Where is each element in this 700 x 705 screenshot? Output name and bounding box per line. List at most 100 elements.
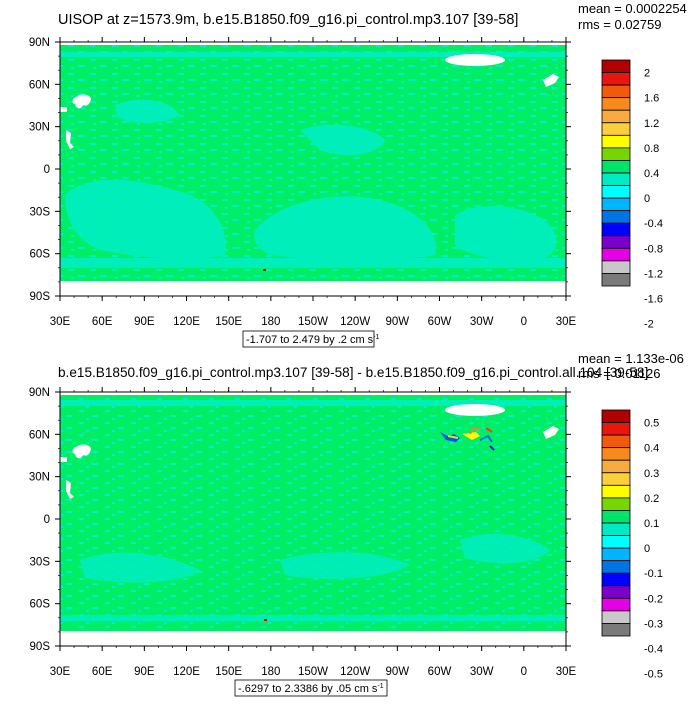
red-speck xyxy=(263,269,266,271)
land-holes xyxy=(59,404,566,646)
colorbar-label: -0.3 xyxy=(644,618,663,630)
colorbar-label: -1.2 xyxy=(644,268,663,280)
lat-tick-label: 60S xyxy=(30,249,51,261)
colorbar-swatch xyxy=(601,147,631,161)
colorbar-swatch xyxy=(601,160,631,174)
colorbar-label: 2 xyxy=(644,68,650,80)
lat-tick-label: 30N xyxy=(29,122,50,134)
colorbar-swatch xyxy=(601,109,631,124)
colorbar-swatch xyxy=(601,623,631,637)
lat-tick-label: 0 xyxy=(44,514,50,526)
range-box-frame xyxy=(242,330,375,348)
colorbar-swatch xyxy=(601,585,631,599)
lon-tick-label: 120W xyxy=(340,316,370,328)
map-plot xyxy=(59,391,567,647)
lon-tick-label: 30W xyxy=(470,316,494,328)
map-field xyxy=(60,395,566,631)
colorbar-label: 0.3 xyxy=(644,468,659,480)
colorbar-swatch xyxy=(601,197,631,212)
mean-label: mean = 1.133e-06 xyxy=(578,351,684,366)
lon-tick-label: 60E xyxy=(92,316,113,328)
colorbar-label: -1.6 xyxy=(644,294,663,306)
lon-tick-label: 60W xyxy=(428,316,452,328)
rms-label: rms = 0.02759 xyxy=(578,17,661,32)
colorbar-label: -0.5 xyxy=(644,669,663,681)
lon-tick-label: 120W xyxy=(340,666,370,678)
colorbar-swatch xyxy=(601,597,631,612)
colorbar-swatch xyxy=(601,134,631,149)
lat-tick-label: 30N xyxy=(29,472,50,484)
lon-tick-label: 0 xyxy=(521,666,527,678)
colorbar-label: -2 xyxy=(644,319,654,331)
colorbar-label: 0.2 xyxy=(644,493,659,505)
lat-tick-label: 90N xyxy=(29,37,50,49)
lon-tick-label: 90E xyxy=(134,666,155,678)
colorbar-swatch xyxy=(601,59,631,73)
colorbar-swatch xyxy=(601,273,631,287)
colorbar-swatch xyxy=(601,422,631,436)
colorbar-swatch xyxy=(601,497,631,511)
colorbar-label: -0.2 xyxy=(644,593,663,605)
colorbar: 0.5 0.4 0.3 0.2 0.1 0 -0.1 -0.2 -0.3 -0.4 -0.5 xyxy=(601,409,663,681)
lon-tick-label: 90E xyxy=(134,316,155,328)
colorbar-swatch xyxy=(601,409,631,423)
colorbar-swatch xyxy=(601,535,631,549)
field-patches xyxy=(60,400,566,621)
lat-tick-label: 30S xyxy=(30,206,51,218)
lat-tick-label: 0 xyxy=(44,164,50,176)
lon-tick-label: 150W xyxy=(298,316,328,328)
colorbar-swatch xyxy=(601,247,631,262)
colorbar-swatch xyxy=(601,510,631,524)
colorbar-swatch xyxy=(601,97,631,111)
colorbar-label: -0.4 xyxy=(644,644,663,656)
colorbar-swatch xyxy=(601,547,631,562)
lon-tick-label: 30E xyxy=(50,666,71,678)
colorbar-label: 0.4 xyxy=(644,443,659,455)
colorbar-swatch xyxy=(601,459,631,474)
colorbar-label: -0.1 xyxy=(644,568,663,580)
anomaly-specks xyxy=(264,426,495,621)
colorbar-label: 0.5 xyxy=(644,418,659,430)
land-holes xyxy=(59,54,566,296)
lat-tick-label: 90S xyxy=(30,291,51,303)
colorbar-label: 0.1 xyxy=(644,518,659,530)
axis-ticks: 90N 60N 30N 0 30S 60S 90S 30E 60E 90E 120E 150E 180 1… xyxy=(29,37,577,328)
lon-tick-label: 150E xyxy=(215,316,242,328)
lat-tick-label: 60S xyxy=(30,599,51,611)
colorbar-swatch xyxy=(601,72,631,86)
lon-tick-label: 90W xyxy=(386,316,410,328)
panel-top: UISOP at z=1573.9m, b.e15.B1850.f09_g16.… xyxy=(29,1,687,348)
lat-tick-label: 60N xyxy=(29,79,50,91)
panel-title: UISOP at z=1573.9m, b.e15.B1850.f09_g16.… xyxy=(58,12,518,28)
lon-tick-label: 180 xyxy=(261,666,280,678)
lon-tick-label: 120E xyxy=(173,666,200,678)
colorbar-swatch xyxy=(601,172,631,186)
lon-tick-label: 30E xyxy=(50,316,71,328)
axis-ticks: 90N 60N 30N 0 30S 60S 90S 30E 60E 90E 120E 150E 180 1… xyxy=(29,387,577,678)
lat-tick-label: 90N xyxy=(29,387,50,399)
colorbar-swatch xyxy=(601,84,631,99)
mean-label: mean = 0.0002254 xyxy=(578,1,687,16)
colorbar: 2 1.6 1.2 0.8 0.4 0 -0.4 -0.8 -1.2 -1.6 -2 xyxy=(601,59,663,331)
range-box-frame xyxy=(234,679,388,697)
colorbar-swatch xyxy=(601,610,631,624)
colorbar-swatch xyxy=(601,210,631,224)
rms-label: rms = 0.01126 xyxy=(578,366,661,381)
panel-bottom: b.e15.B1850.f09_g16.pi_control.mp3.107 [… xyxy=(29,351,684,697)
panel-title: b.e15.B1850.f09_g16.pi_control.mp3.107 [… xyxy=(58,365,648,380)
lat-tick-label: 90S xyxy=(30,641,51,653)
colorbar-label: -0.4 xyxy=(644,218,663,230)
lon-tick-label: 120E xyxy=(173,316,200,328)
field-patches xyxy=(60,52,566,268)
colorbar-swatch xyxy=(601,484,631,499)
colorbar-label: 0.8 xyxy=(644,143,659,155)
colorbar-label: 1.6 xyxy=(644,93,659,105)
colorbar-swatch xyxy=(601,260,631,274)
colorbar-label: 0 xyxy=(644,193,650,205)
colorbar-label: 0.4 xyxy=(644,168,659,180)
colorbar-label: -0.8 xyxy=(644,243,663,255)
range-box: -.6297 to 2.3386 by .05 cm s-1 xyxy=(234,679,388,697)
colorbar-swatch xyxy=(601,222,631,237)
lon-tick-label: 150W xyxy=(298,666,328,678)
range-box: -1.707 to 2.479 by .2 cm s-1 xyxy=(242,330,380,348)
